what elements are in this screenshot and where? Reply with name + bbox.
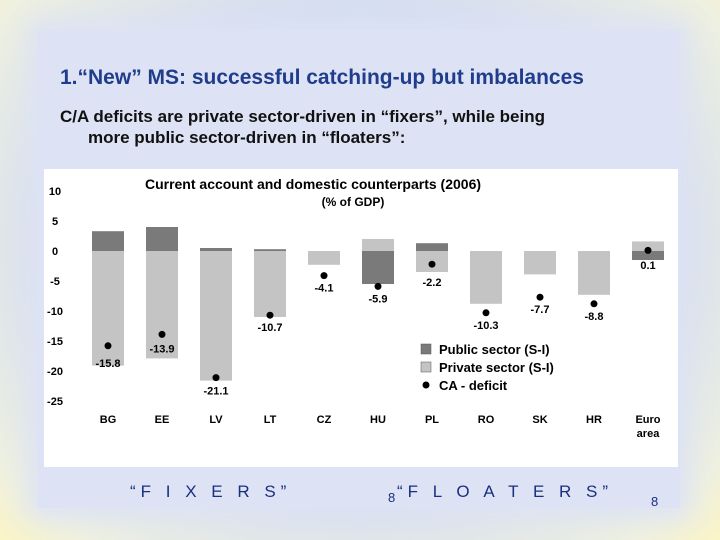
- private-sector-bar: [308, 251, 340, 265]
- chart-legend: Public sector (S-I) Private sector (S-I) C…: [420, 342, 554, 393]
- x-axis-labels: BG EE LV LT CZ HU PL RO SK HR Euro area: [100, 414, 661, 440]
- x-tick-label: RO: [478, 414, 495, 426]
- data-label: -10.7: [257, 322, 282, 334]
- points-layer: [104, 246, 652, 382]
- y-tick-label: -10: [47, 306, 63, 318]
- data-label: 0.1: [640, 260, 655, 272]
- ca-deficit-point: [266, 311, 274, 319]
- x-tick-label: Euro: [635, 414, 660, 426]
- private-sector-bar: [632, 241, 664, 251]
- ca-deficit-point: [212, 374, 220, 382]
- subtitle-line-1: C/A deficits are private sector-driven i…: [60, 107, 545, 126]
- ca-deficit-point: [536, 293, 544, 301]
- floaters-group-label: “F L O A T E R S”: [397, 482, 614, 501]
- data-label: -21.1: [203, 386, 228, 398]
- data-label: -10.3: [473, 320, 498, 332]
- y-tick-label: -5: [50, 276, 60, 288]
- ca-deficit-point: [320, 272, 328, 280]
- x-tick-label: LT: [264, 414, 277, 426]
- legend-swatch: [422, 381, 430, 389]
- ca-deficit-point: [590, 300, 598, 308]
- public-sector-bar: [416, 243, 448, 251]
- x-tick-label: CZ: [317, 414, 332, 426]
- data-label: -4.1: [315, 283, 334, 295]
- chart-background: [44, 169, 678, 467]
- private-sector-bar: [470, 251, 502, 304]
- current-account-chart: Current account and domestic counterpart…: [44, 169, 678, 467]
- y-tick-label: 0: [52, 246, 58, 258]
- ca-deficit-point: [158, 330, 166, 338]
- private-sector-bar: [146, 251, 178, 359]
- public-sector-bar: [254, 249, 286, 251]
- ca-deficit-point: [644, 246, 652, 254]
- private-sector-bar: [362, 239, 394, 251]
- subtitle-line-2: more public sector-driven in “floaters”:: [88, 128, 406, 147]
- slide-title: 1.“New” MS: successful catching-up but i…: [60, 66, 584, 89]
- ca-deficit-point: [428, 260, 436, 268]
- legend-label: Public sector (S-I): [439, 342, 550, 357]
- private-sector-bar: [578, 251, 610, 295]
- data-label: -15.8: [95, 358, 120, 370]
- page-number-corner: 8: [651, 494, 659, 509]
- ca-deficit-point: [374, 282, 382, 290]
- x-tick-label: EE: [155, 414, 170, 426]
- legend-swatch: [420, 343, 432, 355]
- slide-subtitle: C/A deficits are private sector-driven i…: [60, 106, 660, 148]
- y-tick-label: 5: [52, 216, 58, 228]
- public-sector-bar: [632, 251, 664, 260]
- public-sector-bar: [146, 227, 178, 251]
- ca-deficit-point: [104, 342, 112, 350]
- data-labels-layer: -15.8 -13.9 -21.1 -10.7 -4.1 -5.9 -2.2 -10.3 -7.…: [95, 260, 655, 398]
- public-sector-bar: [92, 231, 124, 251]
- public-sector-bar: [200, 248, 232, 251]
- x-tick-label: LV: [209, 414, 223, 426]
- bars-layer: [92, 227, 664, 381]
- data-label: -8.8: [585, 311, 604, 323]
- public-sector-bar: [362, 251, 394, 284]
- y-tick-label: 10: [49, 186, 61, 198]
- x-tick-label: BG: [100, 414, 117, 426]
- private-sector-bar: [254, 251, 286, 317]
- y-tick-label: -15: [47, 336, 63, 348]
- data-label: -7.7: [531, 304, 550, 316]
- y-tick-label: -25: [47, 396, 63, 408]
- legend-label: CA - deficit: [439, 378, 508, 393]
- fixers-group-label: “F I X E R S”: [130, 482, 292, 501]
- private-sector-bar: [524, 251, 556, 275]
- y-tick-label: -20: [47, 366, 63, 378]
- data-label: -13.9: [149, 343, 174, 355]
- x-tick-label: area: [637, 428, 661, 440]
- x-tick-label: PL: [425, 414, 439, 426]
- page-number: 8: [388, 490, 396, 505]
- y-axis-ticks: 10 5 0 -5 -10 -15 -20 -25: [47, 186, 63, 408]
- x-tick-label: SK: [532, 414, 547, 426]
- data-label: -5.9: [369, 293, 388, 305]
- legend-swatch: [420, 361, 432, 373]
- x-tick-label: HU: [370, 414, 386, 426]
- chart-subtitle: (% of GDP): [322, 195, 385, 209]
- chart-title: Current account and domestic counterpart…: [145, 176, 481, 192]
- private-sector-bar: [200, 251, 232, 381]
- x-tick-label: HR: [586, 414, 602, 426]
- legend-label: Private sector (S-I): [439, 360, 554, 375]
- ca-deficit-point: [482, 309, 490, 317]
- data-label: -2.2: [423, 277, 442, 289]
